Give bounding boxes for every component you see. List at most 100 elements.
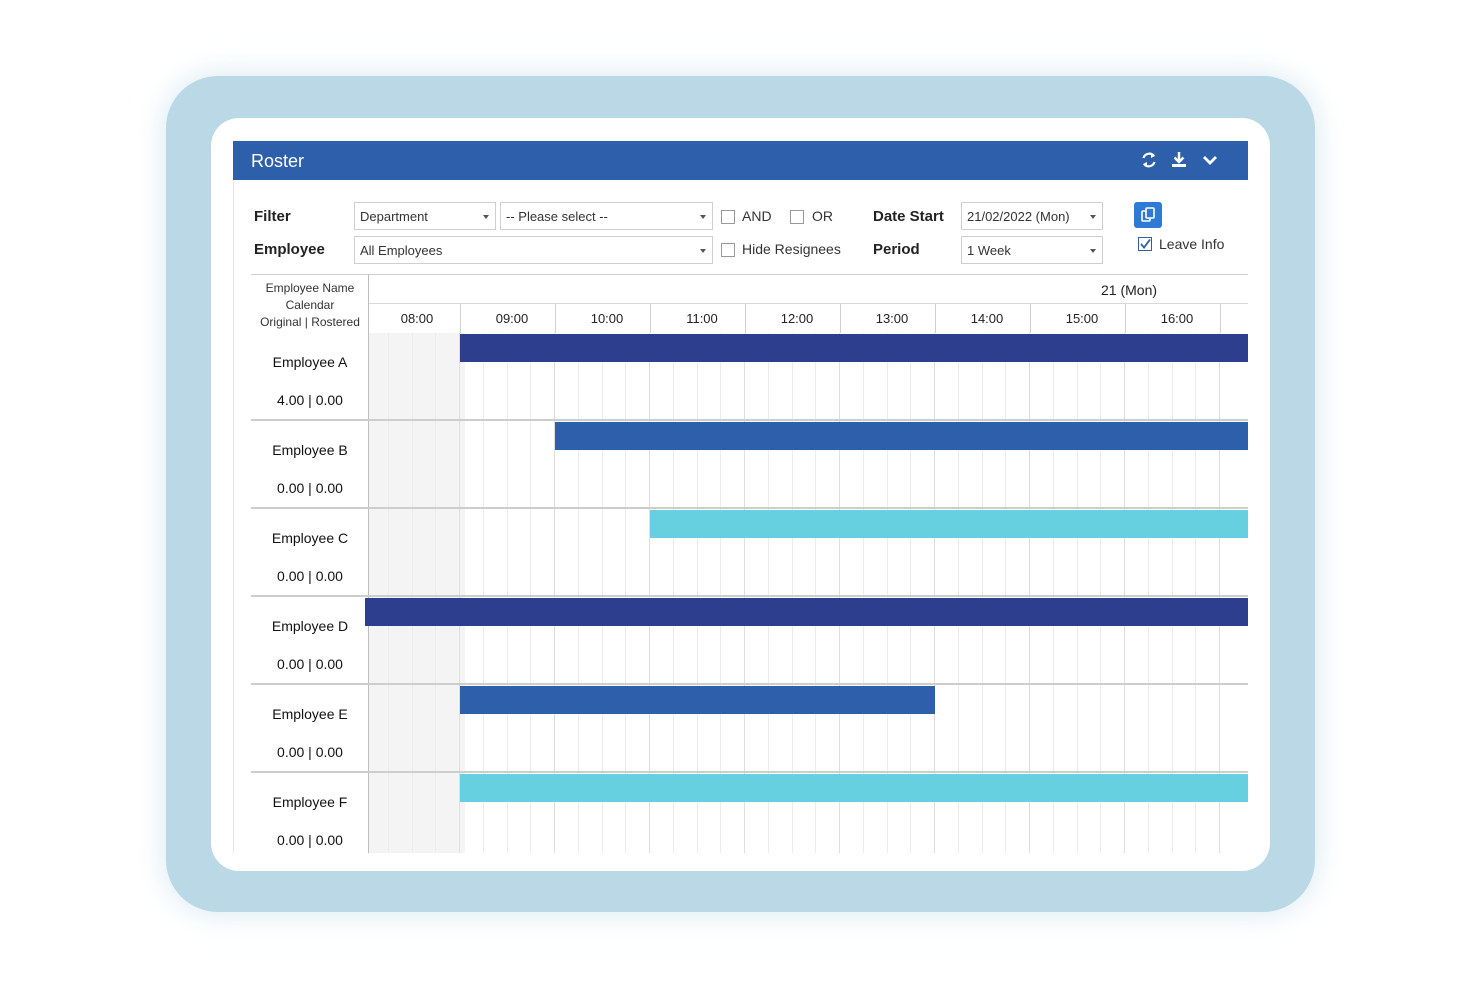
time-separator [935,304,936,333]
quarter-gridline [1005,333,1007,853]
shift-bar[interactable] [555,422,1248,450]
quarter-gridline [411,333,413,853]
quarter-gridline [1171,333,1173,853]
quarter-gridline [625,333,627,853]
hour-gridline [1124,333,1125,853]
time-separator [555,304,556,333]
time-label: 15:00 [1065,311,1099,326]
shift-bar[interactable] [460,334,1248,362]
employee-name[interactable]: Employee D [271,618,349,634]
department-select-value: Department [360,209,428,224]
employee-column-header: Employee Name Calendar Original | Roster… [251,280,369,331]
and-label: AND [742,208,772,224]
hour-gridline [649,333,650,853]
time-label: 11:00 [686,311,718,326]
hide-resignees-checkbox[interactable] [721,243,735,257]
period-select[interactable]: 1 Week [961,236,1103,264]
time-label: 16:00 [1160,311,1194,326]
time-row-border [369,303,1248,304]
quarter-gridline [791,333,793,853]
period-value: 1 Week [967,243,1011,258]
employee-name[interactable]: Employee C [271,530,349,546]
panel-left-border [233,180,234,853]
window-title: Roster [251,151,305,171]
quarter-gridline [435,333,437,853]
period-label: Period [873,241,920,258]
row-separator [251,683,1248,685]
hour-gridline [839,333,840,853]
caret-down-icon [700,215,706,219]
shift-bar[interactable] [650,510,1248,538]
employee-name[interactable]: Employee E [272,706,348,722]
employee-hours: 0.00 | 0.00 [277,744,343,760]
caret-down-icon [1090,215,1096,219]
check-icon [1140,238,1151,249]
column-separator [368,275,369,853]
department-value-select[interactable]: -- Please select -- [500,202,713,230]
quarter-gridline [482,333,484,853]
department-select[interactable]: Department [354,202,496,230]
quarter-gridline [577,333,579,853]
time-label: 14:00 [970,311,1004,326]
employee-select[interactable]: All Employees [354,236,713,264]
date-start-select[interactable]: 21/02/2022 (Mon) [961,202,1103,230]
employee-name[interactable]: Employee A [272,354,348,370]
chevron-down-icon[interactable] [1201,150,1221,170]
header-original-rostered: Original | Rostered [260,315,360,329]
caret-down-icon [1090,249,1096,253]
header-employee-name: Employee Name [265,281,355,295]
time-separator [1125,304,1126,333]
quarter-gridline [815,333,817,853]
or-checkbox[interactable] [790,210,804,224]
quarter-gridline [910,333,912,853]
quarter-gridline [886,333,888,853]
time-label: 13:00 [875,311,909,326]
time-separator [840,304,841,333]
quarter-gridline [1076,333,1078,853]
caret-down-icon [700,249,706,253]
quarter-gridline [1195,333,1197,853]
time-separator [1030,304,1031,333]
hour-gridline [1219,333,1220,853]
caret-down-icon [483,215,489,219]
please-select-value: -- Please select -- [506,209,608,224]
employee-name[interactable]: Employee B [272,442,348,458]
shift-bar[interactable] [460,686,935,714]
download-icon[interactable] [1170,150,1190,170]
row-separator [251,771,1248,773]
quarter-gridline [1147,333,1149,853]
copy-icon [1141,207,1155,222]
hour-gridline [744,333,745,853]
quarter-gridline [387,333,389,853]
quarter-gridline [767,333,769,853]
employee-hours: 0.00 | 0.00 [277,568,343,584]
row-separator [251,595,1248,597]
roster-titlebar: Roster [233,141,1248,180]
employee-select-value: All Employees [360,243,443,258]
time-separator [650,304,651,333]
time-label: 12:00 [780,311,814,326]
employee-hours: 4.00 | 0.00 [277,392,343,408]
hide-resignees-label: Hide Resignees [742,241,841,257]
date-start-value: 21/02/2022 (Mon) [967,209,1070,224]
time-label: 10:00 [590,311,624,326]
quarter-gridline [981,333,983,853]
and-checkbox[interactable] [721,210,735,224]
employee-hours: 0.00 | 0.00 [277,832,343,848]
quarter-gridline [1052,333,1054,853]
or-label: OR [812,208,833,224]
copy-button[interactable] [1134,202,1162,228]
refresh-icon[interactable] [1140,150,1160,170]
off-hours-shade [369,333,465,853]
grid-top-border [251,274,1248,275]
leave-info-checkbox[interactable] [1138,237,1152,251]
date-start-label: Date Start [873,208,944,225]
employee-name[interactable]: Employee F [272,794,348,810]
shift-bar[interactable] [460,774,1248,802]
quarter-gridline [530,333,532,853]
employee-hours: 0.00 | 0.00 [277,480,343,496]
leave-info-label: Leave Info [1159,236,1225,252]
quarter-gridline [862,333,864,853]
quarter-gridline [506,333,508,853]
shift-bar[interactable] [365,598,1248,626]
